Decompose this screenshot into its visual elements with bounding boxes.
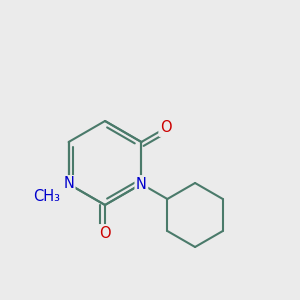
Text: N: N: [63, 176, 74, 191]
Text: N: N: [136, 176, 147, 191]
Text: O: O: [99, 226, 111, 241]
Text: CH₃: CH₃: [34, 189, 61, 204]
Text: O: O: [160, 121, 171, 136]
